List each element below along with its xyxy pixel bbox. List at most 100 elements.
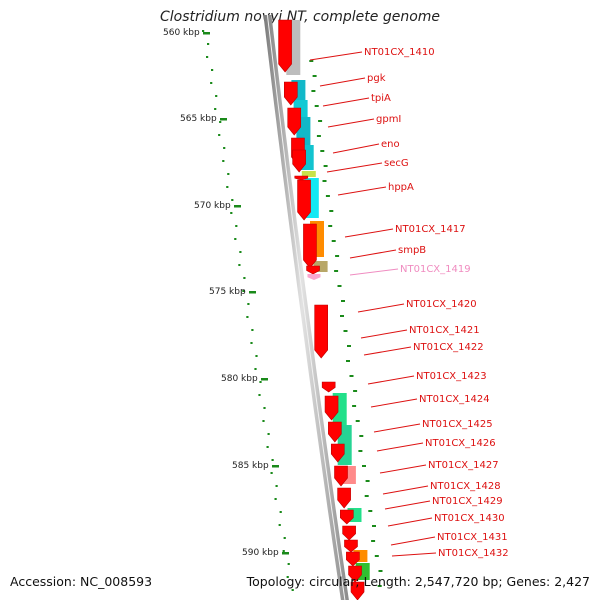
label-leader [332, 143, 380, 154]
gc-content-track [202, 30, 383, 591]
backbone-highlight [266, 14, 346, 600]
gene-arrow [278, 19, 292, 73]
gc-dot [242, 290, 245, 292]
tick-label: 575 kbp [209, 287, 246, 297]
gc-dash [323, 165, 328, 167]
gene-label: pgk [367, 73, 386, 84]
gc-dot [246, 316, 249, 318]
label-leader [373, 423, 421, 433]
gc-dash [328, 225, 333, 227]
label-leader [382, 485, 429, 495]
label-leader [327, 118, 375, 128]
label-leader [370, 398, 418, 408]
gc-dot [267, 433, 270, 435]
tick-mark [234, 205, 241, 208]
gc-dot [250, 342, 253, 344]
gene-arrow [344, 539, 358, 553]
gene-arrow [306, 265, 320, 275]
gc-dash [341, 300, 345, 302]
gene-arrow [334, 465, 348, 487]
gene-label: NT01CX_1428 [430, 481, 501, 492]
gc-dash [371, 540, 376, 542]
gene-arrow [350, 581, 365, 600]
tick-label: 590 kbp [242, 548, 279, 558]
gc-dot [286, 576, 289, 578]
gc-dash [322, 180, 327, 182]
label-leader [367, 375, 415, 385]
gene-label: NT01CX_1425 [422, 419, 493, 430]
gc-dot [207, 43, 210, 45]
gc-dot [223, 147, 226, 149]
tick-label: 560 kbp [163, 28, 200, 38]
gene-label: NT01CX_1420 [406, 299, 477, 310]
gc-dash [377, 585, 382, 587]
gc-dash [349, 375, 354, 377]
gc-dot [227, 173, 230, 175]
gene-arrow [330, 443, 345, 463]
tick-label: 565 kbp [180, 114, 217, 124]
gc-dash [364, 495, 369, 497]
gc-dash [340, 315, 344, 317]
gene-label: tpiA [371, 93, 391, 104]
gc-dot [206, 56, 209, 58]
gc-dot [214, 108, 217, 110]
gene-arrow [324, 395, 339, 421]
gc-dash [346, 360, 350, 362]
gc-dot [235, 225, 238, 227]
gene-arrow [321, 381, 336, 393]
tick-mark [203, 32, 210, 35]
gc-dash [372, 525, 376, 527]
gene-arrow [342, 525, 356, 541]
gene-arrow [337, 487, 351, 509]
gene-arrow [292, 149, 306, 173]
label-leader [390, 536, 436, 546]
gene-label: secG [384, 158, 409, 169]
gc-dot [262, 420, 265, 422]
gc-dot [202, 30, 205, 32]
gc-dash [352, 405, 357, 407]
gc-dot [230, 212, 233, 214]
gc-dot [287, 563, 290, 565]
gc-dot [271, 459, 274, 461]
tick-mark [249, 291, 256, 294]
label-leader [376, 442, 424, 452]
gc-dash [314, 105, 319, 107]
tick-mark [220, 118, 227, 121]
label-leader [344, 228, 394, 238]
tick-mark [272, 465, 279, 468]
gc-dot [215, 95, 218, 97]
gene-arrow [348, 565, 362, 583]
gc-dash [358, 450, 363, 452]
gene-label: NT01CX_1422 [413, 342, 484, 353]
gene-arrow [328, 421, 342, 443]
gc-dot [219, 121, 222, 123]
gc-dot [210, 82, 213, 84]
gene-label: NT01CX_1429 [432, 496, 503, 507]
gc-dot [211, 69, 214, 71]
gc-dot [258, 394, 261, 396]
gene-label: NT01CX_1424 [419, 394, 490, 405]
gc-dot [255, 355, 258, 357]
gc-dot [247, 303, 250, 305]
label-leader [349, 249, 397, 259]
tick-label: 580 kbp [221, 374, 258, 384]
gc-dot [226, 186, 229, 188]
label-leader [357, 303, 405, 313]
gene-arrow [346, 551, 360, 567]
tick-label: 570 kbp [194, 201, 231, 211]
gene-label: NT01CX_1427 [428, 460, 499, 471]
label-leader [349, 268, 399, 276]
map-title: Clostridium novyi NT, complete genome [159, 9, 441, 25]
gc-dot [234, 238, 237, 240]
gc-dot [282, 550, 285, 552]
gc-dash [374, 555, 379, 557]
gene-arrow [340, 509, 354, 525]
gene-label: NT01CX_1423 [416, 371, 487, 382]
genome-summary-text: Topology: circular; Length: 2,547,720 bp… [246, 574, 590, 589]
gene-arrow [294, 175, 309, 181]
gene-label: NT01CX_1430 [434, 513, 505, 524]
label-leader [309, 51, 363, 61]
gc-dot [251, 329, 254, 331]
label-leader [322, 97, 370, 107]
